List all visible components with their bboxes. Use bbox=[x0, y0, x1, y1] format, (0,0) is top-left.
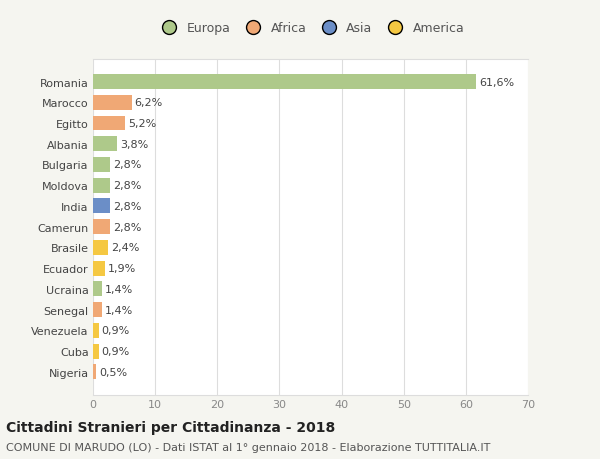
Bar bbox=[93, 199, 110, 214]
Bar bbox=[93, 220, 110, 235]
Bar bbox=[93, 282, 102, 297]
Bar bbox=[93, 344, 98, 359]
Text: Cittadini Stranieri per Cittadinanza - 2018: Cittadini Stranieri per Cittadinanza - 2… bbox=[6, 420, 335, 434]
Text: 2,4%: 2,4% bbox=[111, 243, 139, 253]
Bar bbox=[93, 302, 102, 318]
Text: 1,4%: 1,4% bbox=[105, 305, 133, 315]
Text: 2,8%: 2,8% bbox=[113, 222, 142, 232]
Legend: Europa, Africa, Asia, America: Europa, Africa, Asia, America bbox=[157, 22, 464, 35]
Text: 61,6%: 61,6% bbox=[479, 78, 514, 87]
Text: COMUNE DI MARUDO (LO) - Dati ISTAT al 1° gennaio 2018 - Elaborazione TUTTITALIA.: COMUNE DI MARUDO (LO) - Dati ISTAT al 1°… bbox=[6, 442, 490, 452]
Bar bbox=[93, 323, 98, 338]
Bar bbox=[93, 116, 125, 131]
Text: 0,9%: 0,9% bbox=[102, 347, 130, 356]
Bar bbox=[93, 241, 108, 255]
Text: 1,4%: 1,4% bbox=[105, 284, 133, 294]
Text: 5,2%: 5,2% bbox=[128, 119, 157, 129]
Bar bbox=[93, 261, 105, 276]
Bar bbox=[93, 158, 110, 173]
Text: 3,8%: 3,8% bbox=[120, 140, 148, 150]
Text: 2,8%: 2,8% bbox=[113, 181, 142, 191]
Bar bbox=[93, 75, 476, 90]
Text: 6,2%: 6,2% bbox=[134, 98, 163, 108]
Bar bbox=[93, 179, 110, 193]
Text: 2,8%: 2,8% bbox=[113, 160, 142, 170]
Text: 0,5%: 0,5% bbox=[99, 367, 127, 377]
Text: 0,9%: 0,9% bbox=[102, 326, 130, 336]
Bar bbox=[93, 95, 131, 111]
Text: 1,9%: 1,9% bbox=[108, 263, 136, 274]
Bar bbox=[93, 364, 96, 380]
Bar bbox=[93, 137, 116, 152]
Text: 2,8%: 2,8% bbox=[113, 202, 142, 212]
